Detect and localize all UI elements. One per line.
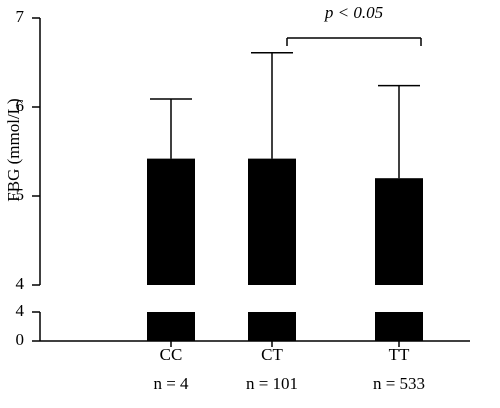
annotation: p < 0.05 — [324, 3, 383, 22]
x-tick-label: CT — [261, 345, 283, 364]
x-tick-label: CC — [160, 345, 183, 364]
bar — [375, 178, 423, 285]
n-label: n = 4 — [153, 374, 189, 393]
bar-lower — [147, 312, 195, 341]
bar — [147, 158, 195, 285]
y-tick-label: 4 — [16, 301, 25, 320]
x-tick-label: TT — [389, 345, 410, 364]
y-tick-label: 0 — [16, 330, 25, 349]
y-tick-label: 4 — [16, 274, 25, 293]
y-tick-label: 5 — [16, 185, 25, 204]
y-axis-label: FBG (mmol/L) — [4, 98, 23, 201]
y-tick-label: 6 — [16, 96, 25, 115]
n-label: n = 101 — [246, 374, 298, 393]
bar — [248, 158, 296, 285]
bar-lower — [248, 312, 296, 341]
y-tick-label: 7 — [16, 7, 25, 26]
n-label: n = 533 — [373, 374, 425, 393]
bar-lower — [375, 312, 423, 341]
